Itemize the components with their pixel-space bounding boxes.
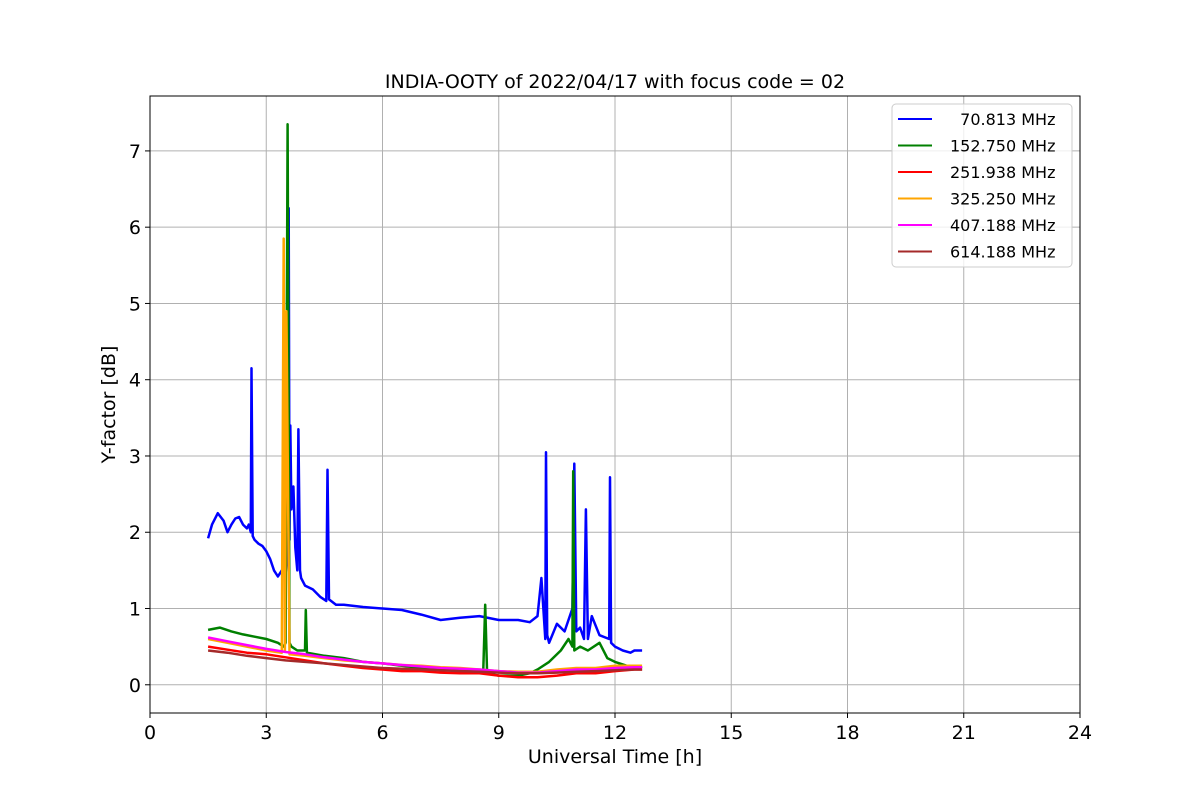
legend-label: 407.188 MHz xyxy=(950,216,1055,235)
x-tick-label: 9 xyxy=(493,722,505,744)
x-tick-label: 12 xyxy=(603,722,627,744)
legend: 70.813 MHz 152.750 MHz 251.938 MHz 325.250 … xyxy=(891,103,1073,268)
x-tick-label: 0 xyxy=(144,722,156,744)
y-tick-label: 0 xyxy=(129,675,141,697)
x-tick-label: 15 xyxy=(719,722,743,744)
series-line-5 xyxy=(207,649,643,675)
series-line-4 xyxy=(207,636,643,674)
y-tick-label: 7 xyxy=(129,141,141,163)
chart-title: INDIA-OOTY of 2022/04/17 with focus code… xyxy=(385,71,845,93)
y-tick-label: 6 xyxy=(129,217,141,239)
y-tick-label: 5 xyxy=(129,293,141,315)
x-tick-label: 6 xyxy=(376,722,388,744)
y-tick-label: 4 xyxy=(129,370,141,392)
legend-box xyxy=(891,103,1073,268)
x-tick-label: 18 xyxy=(835,722,859,744)
series-layer xyxy=(206,122,643,679)
y-tick-label: 1 xyxy=(129,599,141,621)
legend-label: 152.750 MHz xyxy=(950,137,1055,156)
legend-label: 614.188 MHz xyxy=(950,243,1055,262)
legend-label: 251.938 MHz xyxy=(950,163,1055,182)
y-tick-label: 3 xyxy=(129,446,141,468)
x-tick-label: 21 xyxy=(952,722,976,744)
series-line-2 xyxy=(207,645,643,679)
legend-label: 325.250 MHz xyxy=(950,190,1055,209)
series-line-0 xyxy=(206,206,643,654)
y-axis-label: Y-factor [dB] xyxy=(98,346,120,465)
x-tick-label: 24 xyxy=(1068,722,1092,744)
x-tick-label: 3 xyxy=(260,722,272,744)
x-axis-label: Universal Time [h] xyxy=(528,746,702,768)
legend-label: 70.813 MHz xyxy=(950,110,1055,129)
y-tick-label: 2 xyxy=(129,522,141,544)
